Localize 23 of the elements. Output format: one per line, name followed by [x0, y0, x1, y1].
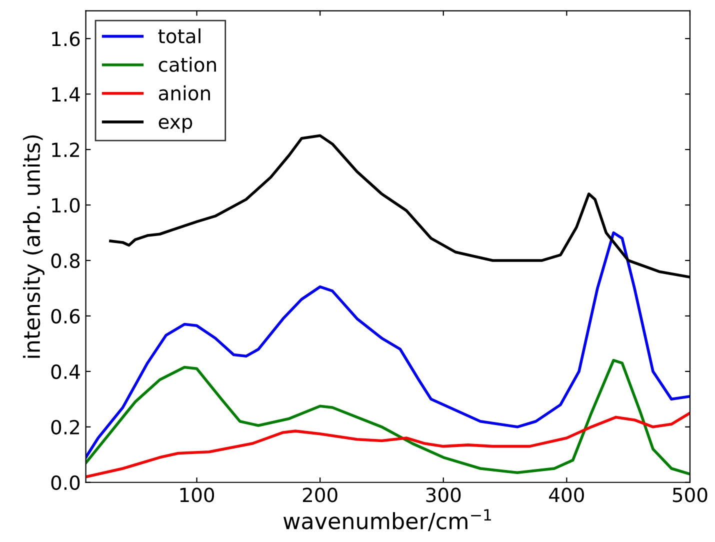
y-tick-label: 0.4 [51, 364, 80, 380]
legend-label: anion [158, 85, 210, 100]
y-tick-label: 1.2 [52, 142, 79, 157]
line-series [86, 412, 690, 478]
y-axis-title: intensity (arb. units) [22, 135, 44, 358]
x-tick-label: 400 [549, 488, 584, 502]
line-series [86, 358, 690, 476]
y-tick-label: 1.0 [52, 198, 80, 213]
y-tick-label: 0.6 [51, 308, 80, 324]
y-tick-label: 1.4 [52, 87, 80, 102]
x-axis-title: wavenumber/cm$^{−1}$ [283, 509, 491, 532]
legend-label: cation [158, 56, 216, 72]
y-tick-label: 1.6 [52, 32, 80, 46]
y-tick-label: 0.8 [51, 253, 80, 268]
x-tick-label: 100 [180, 488, 214, 502]
x-tick-label: 500 [672, 488, 708, 502]
legend-label: exp [158, 118, 192, 133]
x-tick-label: 300 [426, 488, 461, 502]
y-tick-label: 0.0 [51, 475, 80, 490]
y-tick-label: 0.2 [51, 420, 79, 435]
x-tick-label: 200 [302, 488, 338, 502]
legend-label: total [158, 28, 200, 44]
line-series [86, 231, 690, 459]
